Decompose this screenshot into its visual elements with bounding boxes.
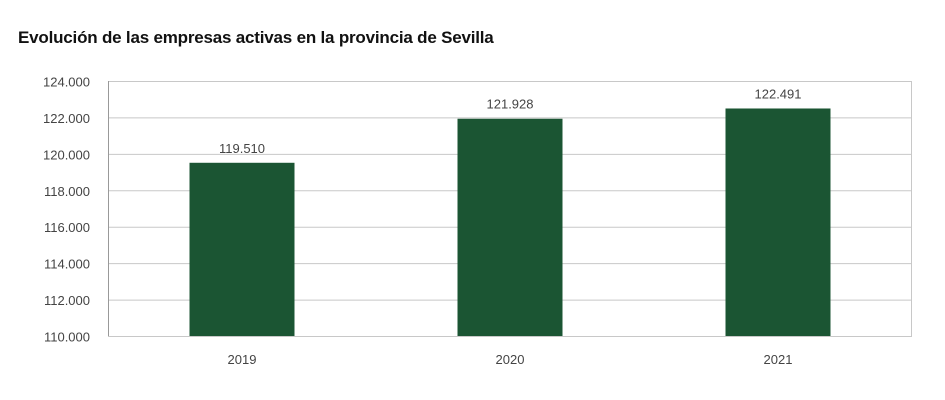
data-label: 122.491 (755, 86, 802, 101)
y-tick-label: 124.000 (43, 75, 90, 90)
y-tick-label: 112.000 (44, 293, 90, 308)
y-tick-label: 110.000 (44, 330, 90, 345)
y-tick-label: 120.000 (43, 147, 90, 162)
x-tick-label: 2019 (228, 352, 257, 367)
x-tick-label: 2020 (496, 352, 525, 367)
y-tick-label: 114.000 (44, 257, 90, 272)
y-tick-label: 122.000 (43, 111, 90, 126)
data-label: 119.510 (219, 141, 265, 156)
data-label: 121.928 (487, 97, 534, 112)
x-tick-label: 2021 (764, 352, 793, 367)
y-tick-label: 118.000 (44, 184, 90, 199)
bar-2020 (457, 118, 563, 337)
y-tick-label: 116.000 (44, 220, 90, 235)
bar-2019 (189, 162, 295, 336)
chart-title: Evolución de las empresas activas en la … (18, 28, 494, 47)
bar-2021 (725, 108, 831, 337)
